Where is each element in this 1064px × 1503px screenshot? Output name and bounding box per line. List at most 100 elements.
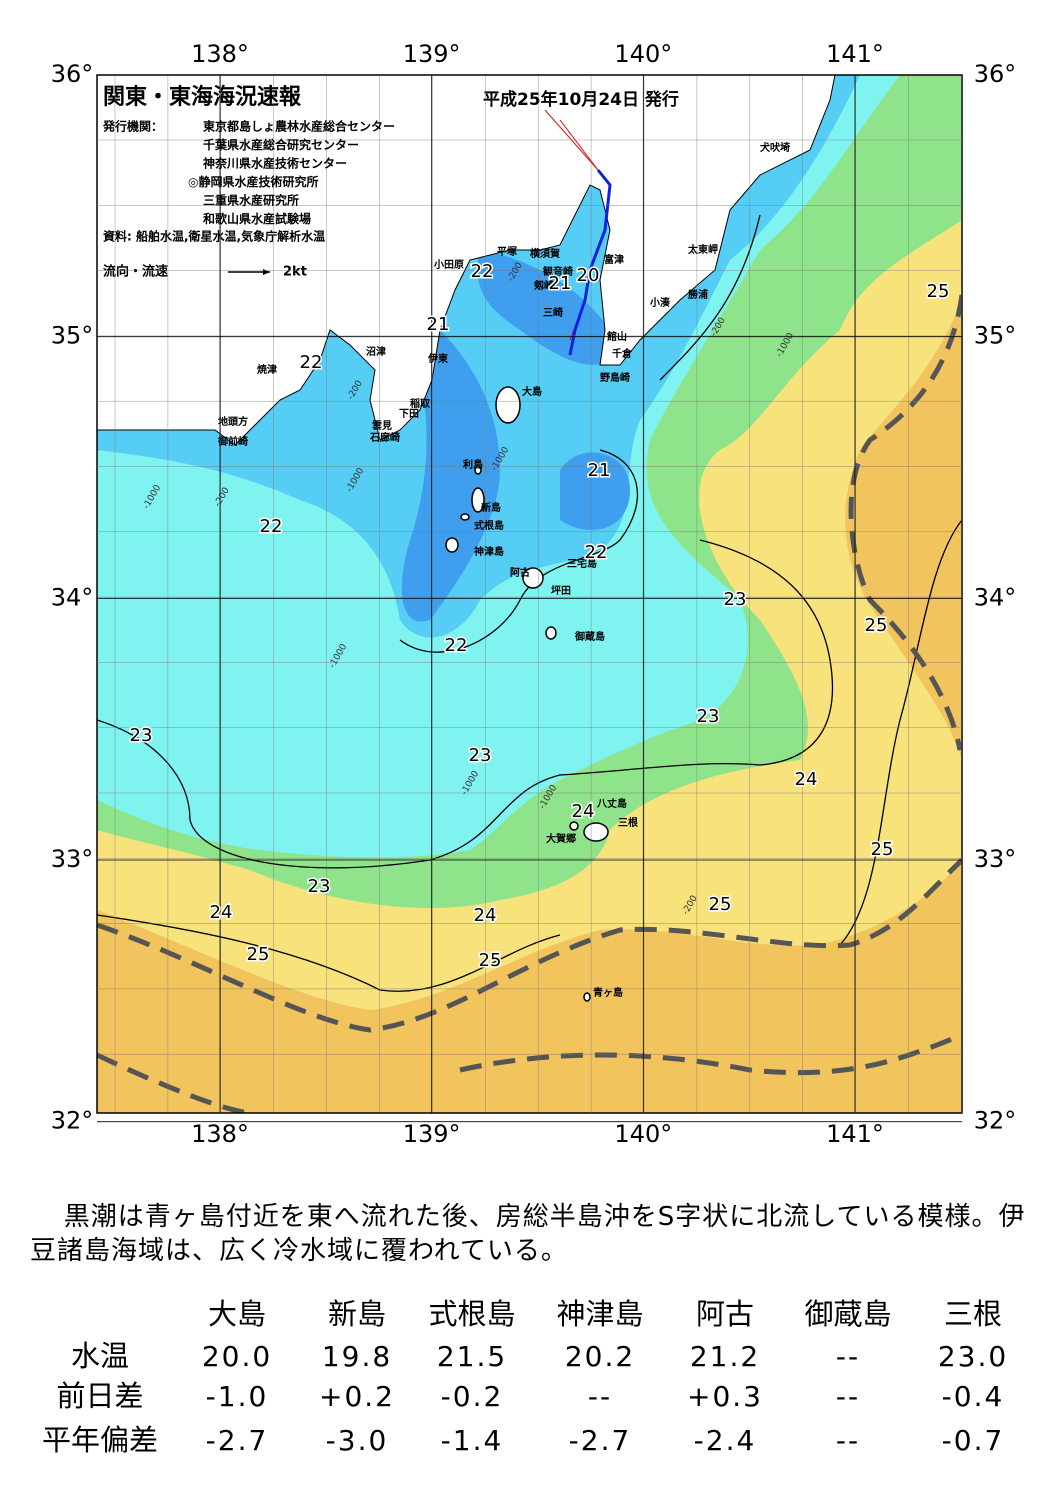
place-name: 大島 xyxy=(522,385,542,398)
isotherm-label: 23 xyxy=(724,589,747,610)
place-name: 式根島 xyxy=(474,519,504,532)
table-cell: +0.2 xyxy=(319,1380,395,1413)
isotherm-label: 22 xyxy=(300,352,323,373)
table-cell: -0.2 xyxy=(441,1380,504,1413)
lon-label: 139° xyxy=(403,1120,461,1148)
isotherm-label: 25 xyxy=(709,894,732,915)
isotherm-label: 23 xyxy=(469,745,492,766)
issuer-label: 発行機関： xyxy=(102,119,163,134)
issuer: ◎静岡県水産技術研究所 xyxy=(188,174,318,189)
lat-label: 36° xyxy=(51,60,94,88)
place-name: 雲見 xyxy=(372,420,392,432)
lat-label: 32° xyxy=(974,1107,1017,1135)
table-cell: -2.7 xyxy=(569,1424,632,1457)
table-header: 式根島 xyxy=(428,1297,515,1331)
place-name: 野島崎 xyxy=(600,371,630,384)
isotherm-label: 22 xyxy=(260,516,283,537)
issue-date: 平成25年10月24日 発行 xyxy=(483,89,679,110)
lon-label: 139° xyxy=(403,40,461,68)
place-name: 焼津 xyxy=(257,363,277,376)
lon-label: 140° xyxy=(614,40,672,68)
row-label: 前日差 xyxy=(56,1379,143,1413)
place-name: 御蔵島 xyxy=(574,630,605,643)
place-name: 平塚 xyxy=(497,245,517,258)
table-cell: 21.5 xyxy=(437,1340,507,1373)
place-name: 新島 xyxy=(481,501,501,514)
sea-temperature-field xyxy=(97,75,962,1113)
table-cell: -2.4 xyxy=(694,1424,757,1457)
isotherm-label: 24 xyxy=(474,905,497,926)
issuer: 和歌山県水産試験場 xyxy=(202,211,311,226)
table-cell: -- xyxy=(836,1340,860,1373)
table-cell: -3.0 xyxy=(326,1424,389,1457)
table-cell: -- xyxy=(836,1424,860,1457)
lat-label: 36° xyxy=(974,60,1017,88)
place-name: 下田 xyxy=(399,408,419,420)
table-cell: 20.0 xyxy=(202,1340,272,1373)
table-cell: -- xyxy=(588,1380,612,1413)
lat-label: 34° xyxy=(974,583,1017,611)
issuer: 神奈川県水産技術センター xyxy=(203,156,347,171)
place-name: 大賀郷 xyxy=(546,832,576,845)
islands xyxy=(445,386,609,1002)
lon-label: 138° xyxy=(191,1120,249,1148)
isotherm-label: 21 xyxy=(427,314,450,335)
lat-label: 35° xyxy=(51,322,94,350)
issuer: 千葉県水産総合研究センター xyxy=(203,137,359,152)
legend-speed: 2kt xyxy=(283,265,307,280)
isotherm-label: 23 xyxy=(308,876,331,897)
place-name: 富津 xyxy=(604,253,624,266)
place-name: 地頭方 xyxy=(218,415,248,428)
table-header: 大島 xyxy=(208,1297,266,1331)
isotherm-label: 25 xyxy=(865,615,888,636)
place-name: 三根 xyxy=(618,816,638,829)
isotherm-label: 23 xyxy=(697,706,720,727)
table-cell: -0.4 xyxy=(942,1380,1005,1413)
place-name: 坪田 xyxy=(551,584,571,597)
lon-label: 140° xyxy=(614,1120,672,1148)
table-cell: +0.3 xyxy=(687,1380,763,1413)
isotherm-label: 22 xyxy=(585,542,608,563)
isotherm-label: 22 xyxy=(445,635,468,656)
place-name: 三宅島 xyxy=(567,557,597,570)
lon-label: 141° xyxy=(826,40,884,68)
place-name: 横須賀 xyxy=(530,247,560,260)
table-cell: 20.2 xyxy=(565,1340,635,1373)
place-name: 三崎 xyxy=(543,306,563,319)
issuer: 東京都島しょ農林水産総合センター xyxy=(203,119,395,134)
isotherm-label: 25 xyxy=(247,944,270,965)
legend-label: 流向・流速 xyxy=(103,264,168,280)
table-header: 御蔵島 xyxy=(804,1297,891,1331)
place-name: 稲取 xyxy=(410,397,431,410)
source: 資料: 船舶水温,衛星水温,気象庁解析水温 xyxy=(103,229,325,244)
place-name: 御前崎 xyxy=(217,435,248,448)
ship-track xyxy=(544,109,612,356)
place-name: 観音崎 xyxy=(543,265,573,278)
map-title: 関東・東海海況速報 xyxy=(103,84,302,110)
row-label: 水温 xyxy=(71,1339,129,1373)
table-cell: 21.2 xyxy=(690,1340,760,1373)
table-header: 三根 xyxy=(944,1297,1002,1331)
table-cell: 19.8 xyxy=(322,1340,392,1373)
place-name: 犬吠埼 xyxy=(760,141,790,154)
lat-label: 33° xyxy=(974,845,1017,873)
place-name: 伊東 xyxy=(427,352,448,365)
table-cell: -1.0 xyxy=(206,1380,269,1413)
lon-label: 138° xyxy=(191,40,249,68)
isotherm-label: 22 xyxy=(471,261,494,282)
isotherm-label: 24 xyxy=(572,801,595,822)
place-name: 千倉 xyxy=(612,347,633,360)
isotherm-label: 24 xyxy=(210,902,233,923)
table-cell: -0.7 xyxy=(942,1424,1005,1457)
place-name: 太東岬 xyxy=(687,243,718,256)
table-header: 神津島 xyxy=(556,1297,643,1331)
labels: 関東・東海海況速報 平成25年10月24日 発行 発行機関： 資料: 船舶水温,… xyxy=(102,84,679,280)
lat-label: 33° xyxy=(51,845,94,873)
lon-label: 141° xyxy=(826,1120,884,1148)
kuroshio-axis xyxy=(97,294,962,1113)
place-name: 阿古 xyxy=(510,566,530,579)
place-name: 小田原 xyxy=(433,258,464,271)
place-name: 小湊 xyxy=(649,296,671,309)
